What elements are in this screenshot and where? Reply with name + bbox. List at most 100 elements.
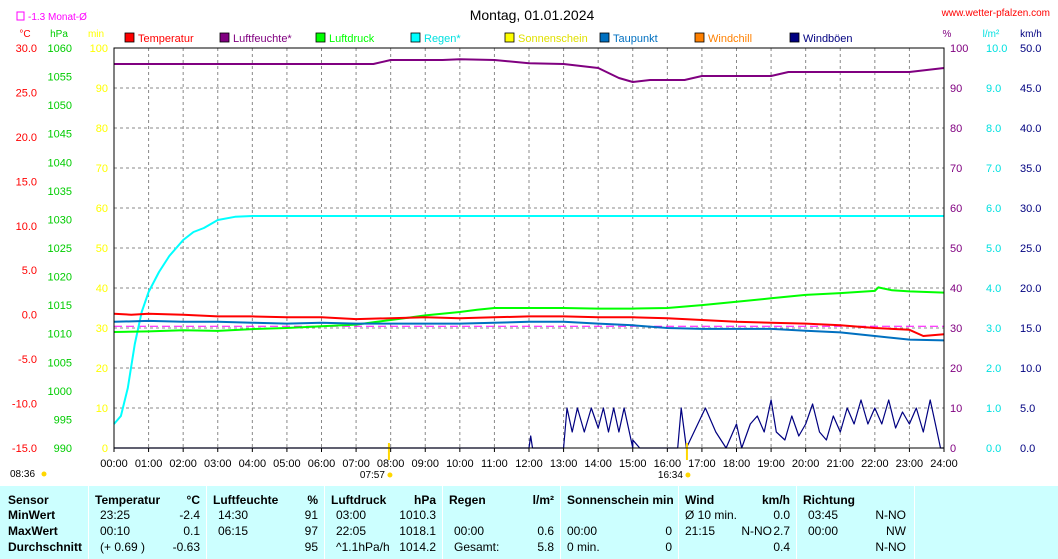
axis-tick-sun: 30: [96, 323, 108, 335]
axis-tick-wind: 40.0: [1020, 123, 1041, 135]
axis-unit-rain: l/m²: [983, 29, 1000, 40]
axis-tick-hum: 50: [950, 243, 962, 255]
legend-label: Windchill: [708, 33, 752, 45]
axis-tick-press: 990: [54, 443, 72, 455]
cell-sun-time: 0 min.: [567, 540, 600, 554]
legend-label: Luftfeuchte*: [233, 33, 292, 45]
chart-series: [113, 58, 945, 449]
header-wind-unit: km/h: [761, 493, 790, 507]
cell-temp-time: 00:10: [100, 524, 131, 538]
axis-tick-rain: 1.0: [986, 403, 1001, 415]
site-link[interactable]: www.wetter-pfalzen.com: [941, 8, 1050, 19]
cell-press-time: ^1.1hPa/h: [336, 540, 390, 554]
axis-tick-wind: 15.0: [1020, 323, 1041, 335]
cell-hum-time: 14:30: [218, 508, 249, 522]
x-axis-ticks: 00:00 01:00 02:00 03:00 04:00 05:00 06:00 07:00…: [100, 443, 958, 470]
cell-hum-val: 91: [304, 508, 318, 522]
axis-tick-hum: 70: [950, 163, 962, 175]
legend-swatch: [789, 32, 800, 43]
axis-tick-hum: 20: [950, 363, 962, 375]
legend-label: Regen*: [424, 33, 461, 45]
cell-sun-val: 0: [665, 524, 672, 538]
axis-tick-wind: 25.0: [1020, 243, 1041, 255]
axis-tick-wind: 5.0: [1020, 403, 1035, 415]
legend-label: Taupunkt: [613, 33, 658, 45]
legend-label: Temperatur: [138, 33, 194, 45]
cell-sun-time: 00:00: [567, 524, 598, 538]
axis-tick-temp: 25.0: [16, 87, 37, 99]
chart-title: Montag, 01.01.2024: [470, 7, 595, 23]
x-tick-label: 17:00: [688, 458, 716, 470]
axis-tick-sun: 60: [96, 203, 108, 215]
axis-tick-press: 1060: [48, 43, 72, 55]
axis-tick-press: 1000: [48, 386, 72, 398]
series-regen: [113, 215, 944, 425]
col-separator: [88, 486, 89, 559]
col-separator: [678, 486, 679, 559]
axis-tick-wind: 50.0: [1020, 43, 1041, 55]
legend-swatch: [410, 32, 421, 43]
chart-legend: Temperatur Luftfeuchte* Luftdruck Regen* Son…: [124, 32, 853, 45]
x-tick-label: 05:00: [273, 458, 301, 470]
axis-tick-press: 1025: [48, 243, 72, 255]
legend-label: Sonnenschein: [518, 33, 588, 45]
legend-label: Windböen: [803, 33, 853, 45]
sunrise-marker: 07:57: [360, 470, 393, 481]
sunset-icon: [685, 472, 691, 478]
cell-sun-val: 0: [665, 540, 672, 554]
weather-chart: 30.0 25.0 20.0 15.0 10.0 5.0 0.0 -5.0 -10.0 -15.0…: [10, 7, 1050, 481]
cell-wind-time: Ø 10 min.: [685, 508, 738, 522]
sunrise-icon: [387, 472, 393, 478]
axis-tick-wind: 10.0: [1020, 363, 1041, 375]
x-tick-label: 03:00: [204, 458, 232, 470]
cell-press-time: 03:00: [336, 508, 367, 522]
corner-time-label: 08:36: [10, 469, 35, 480]
legend-swatch: [504, 32, 515, 43]
axis-tick-hum: 100: [950, 43, 968, 55]
axis-tick-hum: 60: [950, 203, 962, 215]
axis-tick-wind: 20.0: [1020, 283, 1041, 295]
axis-tick-rain: 5.0: [986, 243, 1001, 255]
axis-tick-wind: 30.0: [1020, 203, 1041, 215]
header-humidity: Luftfeuchte: [213, 493, 279, 507]
axis-tick-sun: 40: [96, 283, 108, 295]
axis-tick-temp: -15.0: [12, 443, 37, 455]
axis-tick-hum: 80: [950, 123, 962, 135]
cell-temp-time: (+ 0.69 ): [100, 540, 146, 554]
axis-unit-press: hPa: [50, 29, 68, 40]
axis-tick-temp: 5.0: [22, 265, 37, 277]
axis-tick-temp: 15.0: [16, 176, 37, 188]
cell-rain-time: 00:00: [454, 524, 485, 538]
col-separator: [560, 486, 561, 559]
x-tick-label: 21:00: [826, 458, 854, 470]
header-rain-unit: l/m²: [532, 493, 554, 507]
axis-unit-sun: min: [88, 29, 104, 40]
cell-rain-val: 0.6: [537, 524, 554, 538]
axis-tick-rain: 2.0: [986, 363, 1001, 375]
month-avg-indicator: -1.3 Monat-Ø: [16, 11, 87, 23]
cell-wind-val: 0.0: [773, 508, 790, 522]
legend-swatch: [315, 32, 326, 43]
axis-tick-temp: 20.0: [16, 132, 37, 144]
cell-press-time: 22:05: [336, 524, 367, 538]
axis-unit-temp: °C: [19, 29, 30, 40]
x-tick-label: 04:00: [239, 458, 267, 470]
series-temperatur: [113, 312, 945, 337]
axis-tick-press: 1035: [48, 186, 72, 198]
axis-tick-press: 1020: [48, 272, 72, 284]
statistics-table: Sensor Temperatur °C Luftfeuchte % Luftd…: [0, 486, 1058, 559]
cell-temp-val: 0.1: [183, 524, 200, 538]
axis-tick-sun: 20: [96, 363, 108, 375]
cell-dir-time: 03:45: [808, 508, 839, 522]
header-sensor: Sensor: [8, 493, 49, 507]
axis-tick-rain: 3.0: [986, 323, 1001, 335]
cell-label: MinWert: [8, 508, 56, 522]
cell-dir-time: 00:00: [808, 524, 839, 538]
x-tick-label: 13:00: [550, 458, 578, 470]
cell-dir-val: NW: [886, 524, 906, 538]
axis-tick-press: 1040: [48, 157, 72, 169]
cell-press-val: 1014.2: [399, 540, 436, 554]
legend-label: Luftdruck: [329, 33, 375, 45]
x-tick-label: 18:00: [723, 458, 751, 470]
sunset-marker: 16:34: [658, 470, 691, 481]
